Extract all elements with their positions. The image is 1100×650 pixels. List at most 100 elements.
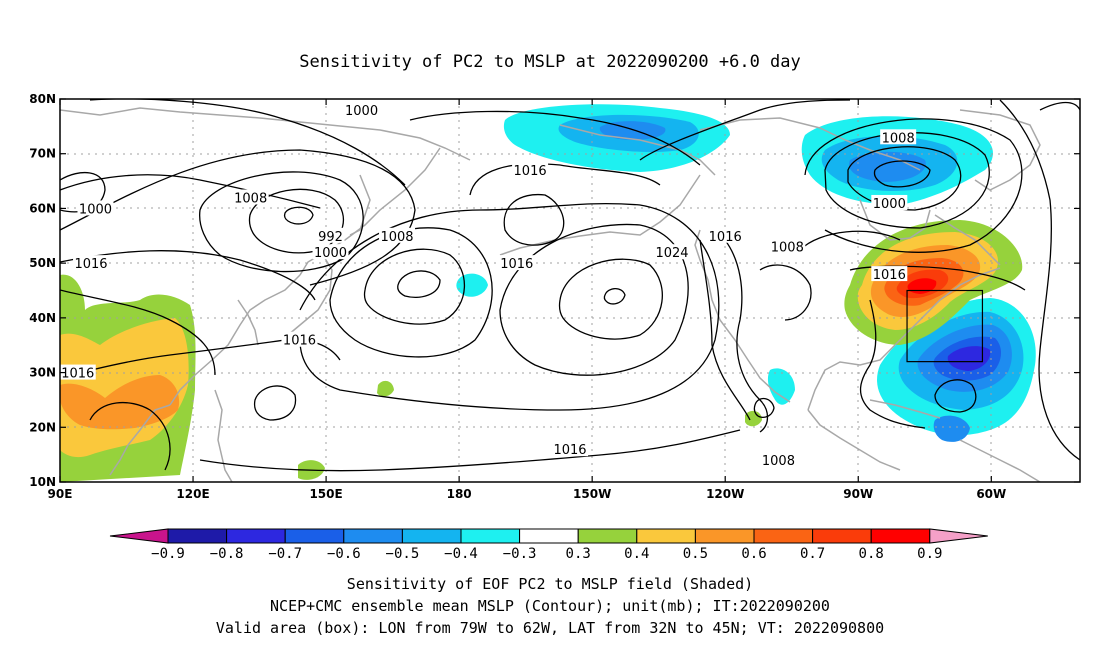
coastline-south-america xyxy=(959,439,1041,482)
isobar-tropical-pacific xyxy=(199,429,741,472)
figure-caption: Sensitivity of EOF PC2 to MSLP field (Sh… xyxy=(216,575,884,637)
isobar-low-ring-3 xyxy=(199,171,364,273)
colorbar-segment xyxy=(401,528,462,544)
coastline-cuba xyxy=(869,399,941,419)
lon-tick-label: 90W xyxy=(843,487,873,501)
isobar-label-bg xyxy=(316,227,345,243)
isobar-label-bg xyxy=(77,200,114,216)
colorbar-label: 0.5 xyxy=(683,546,708,562)
isobar-pacific-high-central xyxy=(603,287,626,305)
isobar-east-asia-1016 xyxy=(60,289,216,376)
graticule xyxy=(60,99,1080,482)
colorbar-label: −0.3 xyxy=(503,546,537,562)
isobar-label: 1000 xyxy=(873,197,906,212)
isobar-label: 1016 xyxy=(873,268,906,283)
isobar-na-west-2 xyxy=(699,239,751,421)
isobar-label-bg xyxy=(281,331,318,347)
longitude-axis: 90E 120E 150E 180 150W 120W 90W 60W xyxy=(48,99,1006,501)
isobar-label: 1016 xyxy=(709,230,742,245)
isobar-label: 1016 xyxy=(514,164,547,179)
coastline-southeast-asia xyxy=(109,404,171,476)
latitude-axis: 80N 70N 60N 50N 40N 30N 20N 10N xyxy=(29,92,1080,489)
isobar-label-bg xyxy=(552,441,588,457)
shade-negative-atlantic-peak xyxy=(947,346,991,371)
map-frame xyxy=(59,98,1081,483)
isobar-pacific-high-central-ring3 xyxy=(499,223,689,376)
colorbar-label: −0.5 xyxy=(386,546,420,562)
isobar-gulf xyxy=(859,299,926,429)
colorbar-segment xyxy=(167,528,228,544)
isobar-label-bg xyxy=(60,364,96,380)
coastlines xyxy=(60,107,1041,482)
isobar-label-bg xyxy=(769,238,806,254)
lon-tick-label: 60W xyxy=(976,487,1006,501)
isobar-label: 1008 xyxy=(771,241,804,256)
isobar-label-bg xyxy=(871,194,908,210)
isobar-label: 1000 xyxy=(314,246,347,261)
isobar-label-bg xyxy=(379,227,416,243)
isobar-pacific-high-wide xyxy=(299,202,720,411)
isobar-philippine-sea xyxy=(253,385,297,421)
lon-tick-label: 120E xyxy=(176,487,209,501)
colorbar-label: 0.8 xyxy=(859,546,884,562)
isobar-label: 992 xyxy=(318,230,343,245)
isobar-label: 1000 xyxy=(79,202,112,217)
shade-negative-gulf-of-california xyxy=(767,368,795,405)
shade-negative-labrador-core xyxy=(849,151,926,182)
isobar-labrador-low-ring2 xyxy=(847,146,962,211)
colorbar-segment xyxy=(284,528,345,544)
shade-negative-caribbean xyxy=(933,415,970,442)
isobar-label: 1016 xyxy=(553,443,586,458)
isobar-aleutian xyxy=(469,163,661,196)
lon-tick-label: 150W xyxy=(573,487,611,501)
caption-line-2: NCEP+CMC ensemble mean MSLP (Contour); u… xyxy=(270,597,830,615)
isobar-label: 1008 xyxy=(380,230,413,245)
lat-tick-label: 30N xyxy=(29,366,56,380)
shade-positive-midpacific xyxy=(377,380,394,397)
coastline-japan xyxy=(287,249,333,336)
colorbar-label: 0.4 xyxy=(624,546,649,562)
colorbar-label: 0.6 xyxy=(741,546,766,562)
isobar-low-ring-5 xyxy=(60,250,316,301)
isobar-atlantic-north xyxy=(999,99,1080,461)
coastline-siberia xyxy=(60,107,471,161)
isobar-pacific-high-central-ring2 xyxy=(558,258,663,340)
coastline-gulf-of-mexico xyxy=(807,344,896,411)
colorbar-low-end-triangle xyxy=(109,528,169,544)
colorbar-segment xyxy=(694,528,755,544)
coastline-korea xyxy=(237,299,259,346)
isobar-label: 1024 xyxy=(655,246,688,261)
lat-tick-label: 70N xyxy=(29,147,56,161)
coastline-west-north-america xyxy=(694,229,791,403)
figure-title: Sensitivity of PC2 to MSLP at 2022090200… xyxy=(299,52,801,72)
coastline-greenland xyxy=(959,109,1041,191)
isobar-label-bg xyxy=(498,255,535,271)
coastline-kamchatka xyxy=(349,174,371,236)
colorbar-label: −0.7 xyxy=(268,546,302,562)
lon-tick-label: 180 xyxy=(447,487,472,501)
isobar-label-bg xyxy=(654,244,690,260)
isobar-label-bg xyxy=(760,452,797,468)
lon-tick-label: 90E xyxy=(48,487,73,501)
colorbar-segment xyxy=(870,528,931,544)
isobar-label-bg xyxy=(73,255,110,271)
isobar-low-ring-4 xyxy=(60,149,416,286)
sensitivity-shading xyxy=(60,104,1036,482)
caption-line-1: Sensitivity of EOF PC2 to MSLP field (Sh… xyxy=(347,575,753,593)
shade-positive-mexico-coast xyxy=(745,410,762,427)
colorbar-label: −0.6 xyxy=(327,546,361,562)
isobar-mexico-low xyxy=(753,397,775,419)
colorbar-segment xyxy=(226,528,286,544)
colorbar-segment xyxy=(460,528,521,544)
colorbar-label: 0.9 xyxy=(917,546,942,562)
colorbar-high-end-triangle xyxy=(929,528,988,544)
isobar-label-bg xyxy=(512,162,549,178)
isobar-labrador-low-ring1 xyxy=(873,160,931,188)
colorbar-label: 0.7 xyxy=(800,546,825,562)
isobar-label: 1000 xyxy=(345,104,378,119)
isobar-label-bg xyxy=(880,129,917,145)
lat-tick-label: 20N xyxy=(29,420,56,434)
isobar-na-east xyxy=(799,230,901,251)
isobar-alaska-1016 xyxy=(639,99,851,161)
